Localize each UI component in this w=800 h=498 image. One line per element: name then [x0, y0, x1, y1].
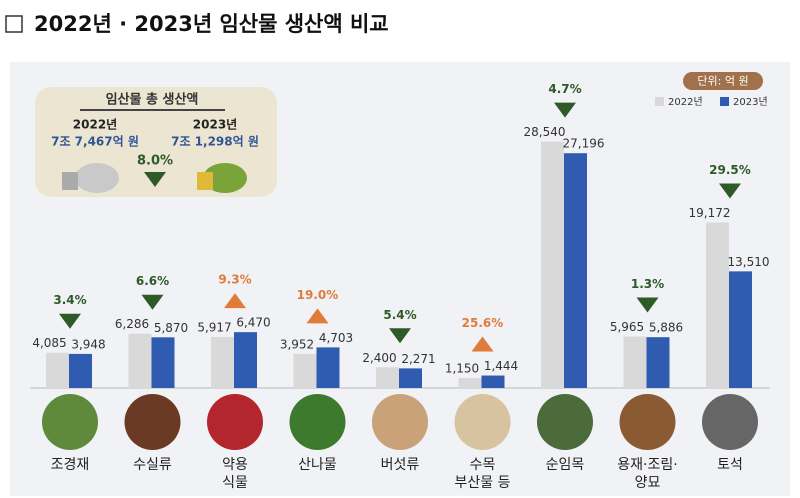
category-label: 버섯류 — [380, 457, 420, 473]
bar — [211, 336, 234, 388]
value-label: 5,917 — [197, 320, 231, 334]
legend-swatch — [720, 97, 729, 106]
category-label: 순임목 — [545, 457, 585, 473]
value-label: 6,470 — [236, 316, 270, 330]
category-label: 산나물 — [298, 457, 337, 473]
summary-value: 7조 1,298억 원 — [171, 135, 259, 149]
legend-label: 2023년 — [733, 96, 768, 108]
bar — [458, 378, 482, 388]
category-icon — [702, 394, 758, 450]
chart-title: 2022년 · 2023년 임산물 생산액 비교 — [34, 12, 389, 36]
value-label: 5,886 — [649, 321, 683, 335]
category-icon — [619, 394, 676, 450]
change-arrow — [636, 297, 659, 313]
change-arrow — [59, 313, 81, 329]
value-label: 3,948 — [71, 337, 105, 351]
category-icon — [207, 394, 263, 450]
change-label: 19.0% — [297, 288, 339, 302]
bar — [729, 271, 752, 388]
value-label: 6,286 — [115, 317, 149, 331]
category-icon — [289, 394, 346, 450]
bar — [376, 367, 399, 388]
change-arrow — [471, 336, 494, 352]
value-label: 4,703 — [319, 331, 353, 345]
change-label: 25.6% — [462, 316, 504, 330]
bar — [623, 336, 647, 388]
change-label: 3.4% — [53, 293, 86, 307]
change-arrow — [719, 183, 741, 199]
category-icon — [372, 394, 428, 450]
summary-value: 7조 7,467억 원 — [51, 135, 139, 149]
category-label: 조경재 — [50, 457, 90, 473]
value-label: 27,196 — [563, 137, 605, 151]
value-label: 4,085 — [32, 336, 66, 350]
category-label: 토석 — [717, 457, 743, 473]
change-arrow — [224, 293, 246, 309]
unit-label: 단위: 억 원 — [697, 75, 748, 88]
change-label: 1.3% — [631, 277, 664, 291]
change-label: 9.3% — [218, 273, 251, 287]
bar — [481, 375, 505, 388]
bar — [151, 337, 175, 388]
category-label: 용재·조림· 양묘 — [617, 457, 678, 491]
bar — [541, 141, 564, 388]
category-icon — [42, 394, 98, 450]
bar — [128, 333, 152, 388]
summary-change-arrow — [144, 172, 166, 187]
bar — [399, 368, 422, 388]
value-label: 1,150 — [445, 362, 479, 376]
title-bullet — [5, 15, 23, 33]
value-label: 19,172 — [689, 206, 731, 220]
bar — [564, 153, 587, 388]
change-label: 6.6% — [136, 274, 169, 288]
change-arrow — [554, 102, 576, 118]
category-icon — [124, 394, 181, 450]
change-label: 4.7% — [548, 82, 581, 96]
value-label: 3,952 — [280, 337, 314, 351]
unit-badge — [683, 72, 763, 90]
value-label: 2,400 — [362, 351, 396, 365]
category-label: 약용 식물 — [222, 457, 248, 491]
summary-year: 2022년 — [73, 118, 117, 132]
category-icon — [537, 394, 593, 450]
bar — [69, 353, 92, 388]
bar — [316, 347, 340, 388]
legend-swatch — [655, 97, 664, 106]
summary-year: 2023년 — [193, 118, 237, 132]
bar — [293, 353, 317, 388]
value-label: 5,965 — [610, 320, 644, 334]
bar — [46, 352, 69, 388]
change-arrow — [141, 294, 164, 310]
change-arrow — [389, 328, 411, 344]
money-bag-2023 — [197, 163, 247, 193]
bar — [234, 332, 257, 388]
value-label: 5,870 — [154, 321, 188, 335]
category-icon — [454, 394, 511, 450]
summary-change-label: 8.0% — [137, 154, 173, 169]
money-bag-2022 — [62, 163, 119, 193]
summary-title: 임산물 총 생산액 — [106, 92, 199, 108]
legend-label: 2022년 — [668, 96, 703, 108]
value-label: 1,444 — [484, 359, 518, 373]
change-label: 5.4% — [383, 308, 416, 322]
value-label: 13,510 — [728, 255, 770, 269]
value-label: 28,540 — [524, 125, 566, 139]
change-label: 29.5% — [709, 163, 751, 177]
bar — [646, 337, 670, 388]
bar — [706, 222, 729, 388]
category-label: 수실류 — [133, 457, 172, 473]
category-label: 수목 부산물 등 — [454, 457, 511, 491]
value-label: 2,271 — [401, 352, 435, 366]
change-arrow — [306, 308, 329, 324]
